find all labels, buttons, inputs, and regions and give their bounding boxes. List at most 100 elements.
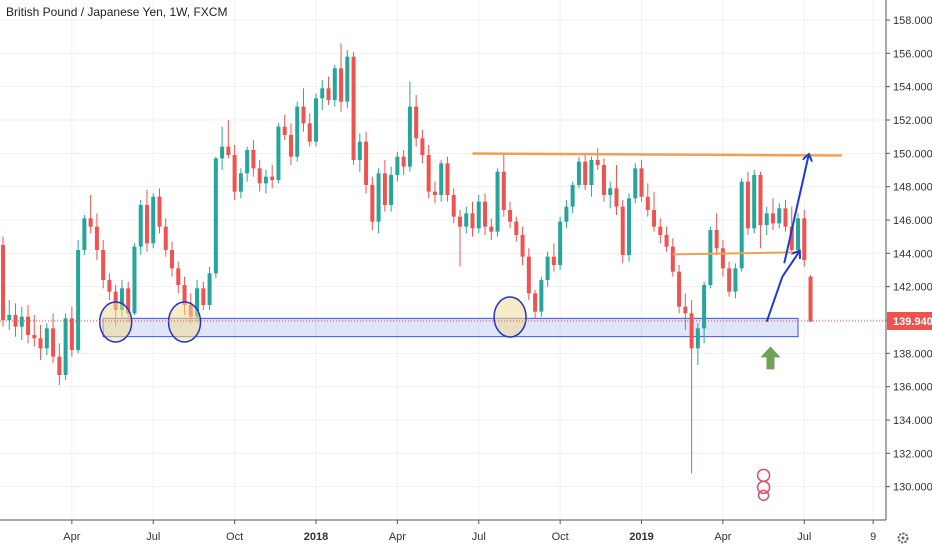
candle-body — [514, 221, 519, 235]
candle-body — [483, 201, 488, 227]
candle-body — [51, 328, 56, 357]
candle-body — [495, 171, 500, 232]
x-tick-label: Jul — [472, 531, 486, 543]
candle-body — [652, 210, 657, 227]
candle-body — [589, 160, 594, 185]
candle-body — [201, 288, 206, 305]
candle-body — [138, 205, 143, 247]
support-circle — [167, 301, 202, 343]
x-tick-label: 2018 — [304, 531, 328, 543]
candle-body — [558, 221, 563, 265]
up-arrow-icon — [760, 346, 781, 370]
candle-body — [44, 328, 49, 349]
candle-body — [76, 250, 81, 350]
candle-body — [295, 106, 300, 157]
candle-body — [251, 150, 256, 169]
candle-body — [101, 250, 106, 280]
y-tick-label: 130.000 — [893, 482, 932, 494]
projection-segment — [765, 276, 784, 322]
candle-body — [232, 155, 237, 192]
candle-body — [32, 335, 37, 339]
y-tick-label: 134.000 — [893, 415, 932, 427]
candle-body — [69, 318, 74, 350]
candle-body — [564, 206, 569, 222]
candle-body — [733, 268, 738, 292]
candle-body — [151, 196, 156, 244]
y-tick-label: 146.000 — [893, 215, 932, 227]
candle-body — [451, 195, 456, 217]
candle-body — [226, 146, 231, 155]
candle-body — [789, 226, 794, 250]
candles — [1, 43, 813, 474]
candle-body — [752, 175, 757, 229]
candle-body — [407, 106, 412, 167]
candle-body — [708, 230, 713, 285]
candle-body — [276, 126, 281, 180]
candle-body — [364, 141, 369, 185]
candle-body — [702, 285, 707, 329]
candle-body — [601, 165, 606, 195]
candle-body — [414, 106, 419, 139]
candle-body — [796, 218, 801, 250]
candle-body — [376, 173, 381, 222]
candle-body — [245, 150, 250, 174]
emblem-icon — [756, 480, 771, 495]
candle-body — [539, 280, 544, 312]
candle-body — [38, 338, 43, 349]
candle-body — [695, 328, 700, 349]
x-tick-label: Oct — [552, 531, 569, 543]
y-tick-label: 154.000 — [893, 82, 932, 94]
x-tick-label: 9 — [870, 531, 876, 543]
candle-body — [401, 156, 406, 167]
x-tick-label: Jul — [797, 531, 811, 543]
candle-body — [714, 230, 719, 249]
candle-body — [551, 256, 556, 265]
candle-body — [132, 246, 137, 314]
candle-body — [439, 163, 444, 195]
candle-body — [457, 216, 462, 227]
candle-body — [263, 176, 268, 184]
candle-body — [257, 168, 262, 184]
support-circle — [98, 301, 133, 343]
candle-body — [176, 268, 181, 285]
candle-body — [727, 268, 732, 292]
candle-body — [608, 188, 613, 195]
candle-body — [357, 141, 362, 160]
candle-body — [501, 171, 506, 210]
candle-body — [533, 293, 538, 312]
candle-body — [195, 288, 200, 317]
candle-body — [470, 213, 475, 229]
x-tick-label: Apr — [714, 531, 731, 543]
candle-body — [802, 218, 807, 260]
candle-body — [382, 173, 387, 205]
y-tick-label: 152.000 — [893, 115, 932, 127]
candle-body — [288, 135, 293, 157]
gear-icon — [897, 532, 909, 544]
support-circle — [493, 296, 527, 338]
candle-body — [1, 245, 5, 320]
candle-body — [320, 88, 325, 99]
candle-body — [220, 146, 225, 159]
candle-body — [489, 226, 494, 232]
x-tick-label: Apr — [63, 531, 80, 543]
candle-body — [345, 56, 350, 102]
candle-body — [720, 248, 725, 269]
candle-body — [570, 185, 575, 207]
y-tick-label: 144.000 — [893, 248, 932, 260]
candle-body — [758, 175, 763, 225]
candle-body — [583, 161, 588, 185]
candle-body — [314, 98, 318, 142]
candle-body — [307, 123, 312, 142]
candle-body — [633, 168, 638, 199]
emblem-icon — [756, 468, 771, 483]
candle-body — [370, 185, 375, 222]
candle-body — [82, 218, 87, 250]
candle-body — [170, 250, 175, 269]
candle-body — [808, 276, 813, 322]
candle-body — [207, 273, 212, 305]
candle-body — [783, 208, 788, 227]
annotations — [0, 152, 886, 502]
candle-body — [113, 291, 118, 310]
